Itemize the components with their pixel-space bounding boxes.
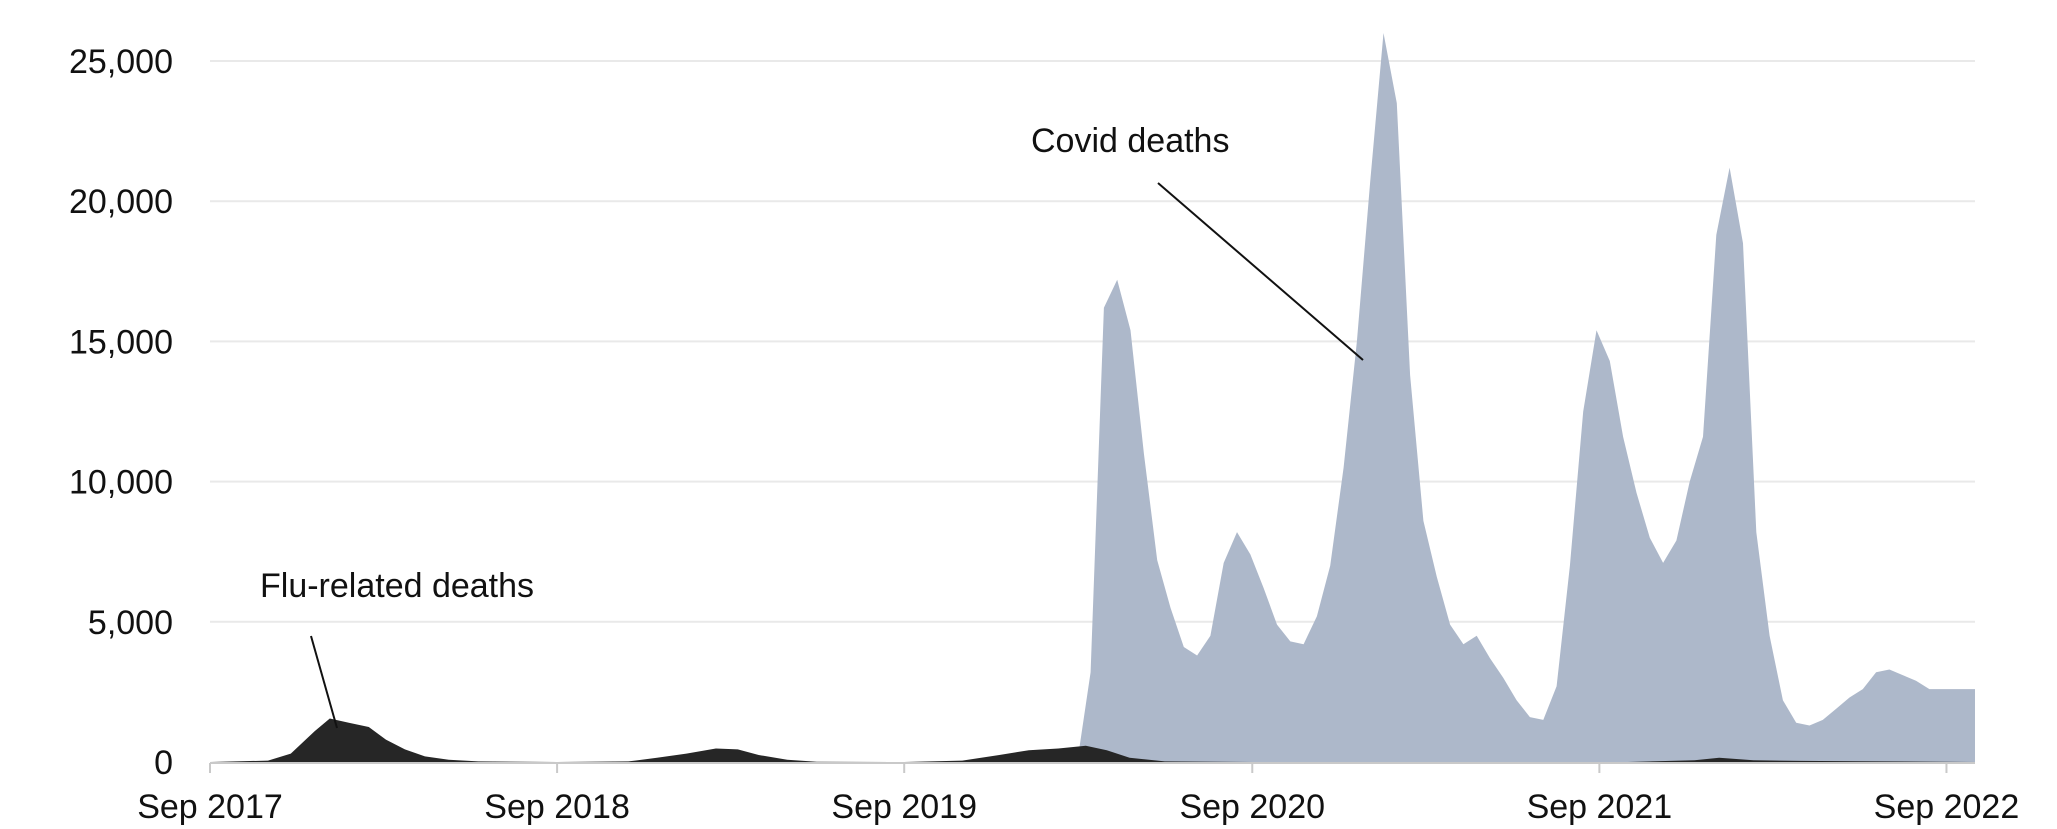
areas bbox=[210, 33, 1975, 762]
x-axis-tick-labels: Sep 2017 Sep 2018 Sep 2019 Sep 2020 Sep 2021… bbox=[137, 763, 2019, 826]
covid-deaths-label: Covid deaths bbox=[1031, 122, 1229, 160]
y-tick-label: 10,000 bbox=[69, 464, 173, 502]
x-tick-label: Sep 2018 bbox=[484, 788, 630, 826]
y-axis-tick-labels: 0 5,000 10,000 15,000 20,000 25,000 bbox=[69, 43, 173, 782]
covid-deaths-leader-line bbox=[1157, 182, 1364, 361]
y-tick-label: 5,000 bbox=[88, 604, 173, 642]
y-tick-label: 15,000 bbox=[69, 323, 173, 361]
x-tick-label: Sep 2020 bbox=[1179, 788, 1325, 826]
x-tick-label: Sep 2019 bbox=[831, 788, 977, 826]
annotations: Covid deaths Flu-related deaths bbox=[260, 122, 1364, 729]
y-tick-label: 25,000 bbox=[69, 43, 173, 81]
flu-deaths-leader-line bbox=[310, 635, 338, 729]
y-tick-label: 20,000 bbox=[69, 183, 173, 221]
y-tick-label: 0 bbox=[154, 744, 173, 782]
x-tick-label: Sep 2022 bbox=[1874, 788, 2020, 826]
covid-deaths-area bbox=[1077, 33, 1975, 762]
x-tick-label: Sep 2017 bbox=[137, 788, 283, 826]
x-tick-label: Sep 2021 bbox=[1527, 788, 1673, 826]
flu-related-deaths-area bbox=[210, 718, 1975, 762]
flu-deaths-label: Flu-related deaths bbox=[260, 567, 534, 605]
